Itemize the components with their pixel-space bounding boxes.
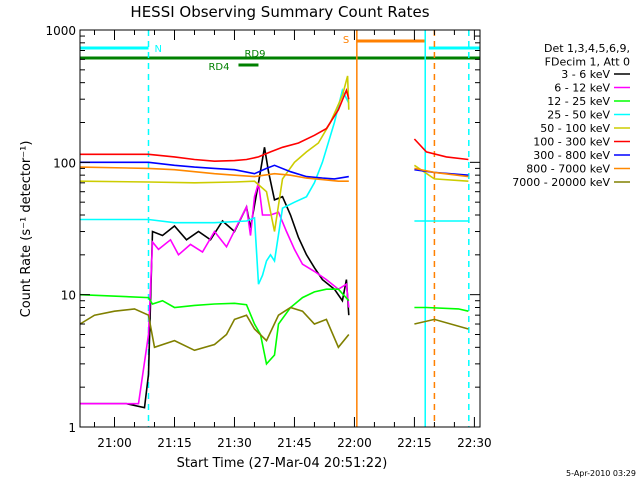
x-tick-label-3: 21:45 xyxy=(277,436,312,450)
series-100-300-kev-line-1 xyxy=(413,138,469,161)
series-50-100-kev-line-0 xyxy=(80,75,350,232)
y-tick-label-3: 1000 xyxy=(45,24,76,38)
legend-header-line-0: Det 1,3,4,5,6,9, xyxy=(544,42,630,55)
chart-title: HESSI Observing Summary Count Rates xyxy=(130,3,429,21)
status-bars: N S RD9 RD4 xyxy=(80,35,480,73)
legend-label-25-50-kev: 25 - 50 keV xyxy=(547,109,610,122)
x-tick-label-4: 22:00 xyxy=(337,436,372,450)
series-800-7000-kev-line-0 xyxy=(80,166,349,182)
x-tick-label-2: 21:30 xyxy=(217,436,252,450)
status-label-rd4: RD4 xyxy=(208,62,229,73)
x-tick-label-6: 22:30 xyxy=(457,436,492,450)
series-12-25-kev-line-1 xyxy=(414,306,469,312)
x-tick-label-0: 21:00 xyxy=(97,436,132,450)
legend-label-6-12-kev: 6 - 12 keV xyxy=(554,82,610,95)
series-7000-20000-kev-line-0 xyxy=(79,306,350,352)
legend-label-300-800-kev: 300 - 800 keV xyxy=(533,149,610,162)
axes: 1 10 100 1000 21:00 21:15 21:30 21:45 22:00 22:15… xyxy=(45,24,491,450)
legend-label-3-6-kev: 3 - 6 keV xyxy=(561,68,610,81)
status-label-n: N xyxy=(154,44,161,55)
legend-label-100-300-kev: 100 - 300 keV xyxy=(533,136,610,149)
series-6-12-kev-line-0 xyxy=(80,182,350,405)
data-series xyxy=(79,75,469,409)
series-100-300-kev-line-0 xyxy=(80,87,350,163)
x-axis-label: Start Time (27-Mar-04 20:51:22) xyxy=(177,456,388,471)
x-tick-label-5: 22:15 xyxy=(397,436,432,450)
y-tick-label-1: 10 xyxy=(61,289,76,303)
status-label-rd9: RD9 xyxy=(244,49,265,60)
legend: Det 1,3,4,5,6,9,FDecim 1, Att 03 - 6 keV… xyxy=(512,42,630,189)
legend-label-800-7000-kev: 800 - 7000 keV xyxy=(526,163,610,176)
y-axis-label: Count Rate (s⁻¹ detector⁻¹) xyxy=(19,141,34,318)
date-stamp: 5-Apr-2010 03:29 xyxy=(566,469,636,478)
legend-header-line-1: FDecim 1, Att 0 xyxy=(545,56,630,69)
legend-label-50-100-kev: 50 - 100 keV xyxy=(540,122,610,135)
legend-label-7000-20000-kev: 7000 - 20000 keV xyxy=(512,176,610,189)
vertical-markers xyxy=(147,30,470,427)
x-tick-label-1: 21:15 xyxy=(157,436,192,450)
series-7000-20000-kev-line-1 xyxy=(414,318,469,330)
y-tick-label-2: 100 xyxy=(53,156,76,170)
series-12-25-kev-line-0 xyxy=(80,288,350,366)
legend-label-12-25-kev: 12 - 25 keV xyxy=(547,95,610,108)
status-label-s: S xyxy=(343,35,349,46)
y-tick-label-0: 1 xyxy=(68,421,76,435)
series-25-50-kev-line-0 xyxy=(80,87,350,285)
plot-frame xyxy=(79,29,481,428)
series-800-7000-kev-line-1 xyxy=(414,167,469,178)
series-300-800-kev-line-0 xyxy=(80,161,349,180)
